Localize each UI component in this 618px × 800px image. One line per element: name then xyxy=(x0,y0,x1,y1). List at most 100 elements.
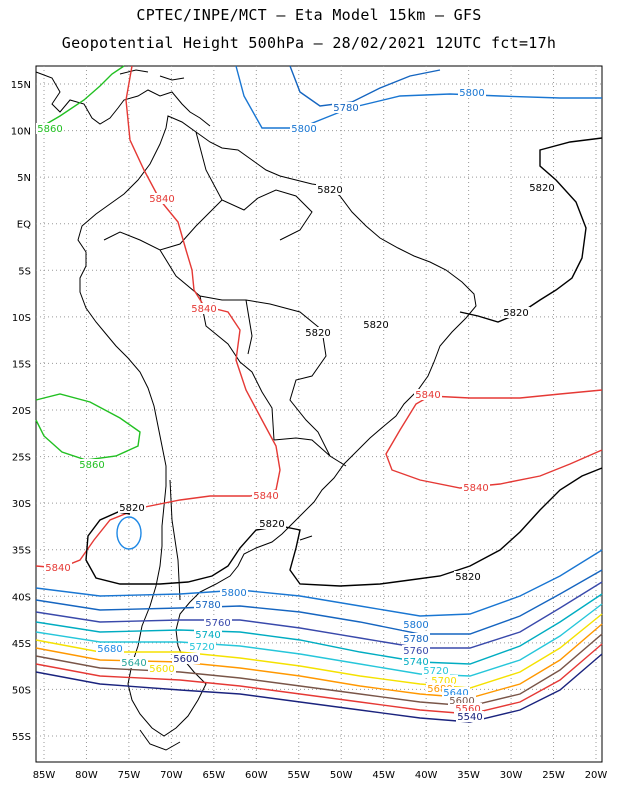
contour-5560 xyxy=(35,653,603,723)
contour-label: 5600 xyxy=(149,664,174,675)
contour-label: 5820 xyxy=(259,519,284,530)
contour-label: 5600 xyxy=(449,696,474,707)
contour-label-bg xyxy=(414,389,442,400)
contour-5740 xyxy=(35,593,603,665)
contour-label: 5840 xyxy=(415,390,440,401)
contour-5800-north xyxy=(235,65,602,129)
contour-label-bg xyxy=(332,102,360,113)
contour-label-bg xyxy=(148,663,176,674)
contour-label: 5820 xyxy=(305,328,330,339)
contour-label: 5800 xyxy=(291,124,316,135)
contour-label: 5560 xyxy=(455,704,480,715)
lat-tick-label: 30S xyxy=(12,499,31,510)
contour-label: 5840 xyxy=(149,194,174,205)
lon-tick-label: 65W xyxy=(203,770,226,781)
contour-label: 5720 xyxy=(423,666,448,677)
lat-tick-label: 40S xyxy=(12,592,31,603)
contour-label: 5820 xyxy=(455,572,480,583)
contour-label: 5800 xyxy=(459,88,484,99)
contour-label-bg xyxy=(194,629,222,640)
contour-label: 5760 xyxy=(403,646,428,657)
lon-tick-label: 30W xyxy=(500,770,523,781)
lat-tick-label: 5S xyxy=(18,266,31,277)
lat-tick-label: 20S xyxy=(12,406,31,417)
lat-tick-label: 35S xyxy=(12,546,31,557)
lon-tick-label: 25W xyxy=(542,770,565,781)
contour-label: 5800 xyxy=(221,588,246,599)
lat-tick-label: 15S xyxy=(12,359,31,370)
contour-label-bg xyxy=(442,687,470,698)
chart-title-line1: CPTEC/INPE/MCT – Eta Model 15km – GFS xyxy=(136,6,482,24)
contour-label-bg xyxy=(402,656,430,667)
islands-south xyxy=(139,535,313,751)
contour-label: 5780 xyxy=(403,634,428,645)
lat-tick-label: EQ xyxy=(17,220,31,231)
contour-closed-low xyxy=(116,516,142,550)
contour-label: 5820 xyxy=(503,308,528,319)
contour-5860-west xyxy=(35,393,141,461)
contour-label-bg xyxy=(316,184,344,195)
lon-tick-label: 70W xyxy=(160,770,183,781)
caribbean-islands xyxy=(119,69,185,81)
contour-label: 5680 xyxy=(427,684,452,695)
contour-label-bg xyxy=(528,182,556,193)
contour-label-bg xyxy=(78,459,106,470)
lat-tick-label: 15N xyxy=(11,80,31,91)
contour-label-bg xyxy=(194,599,222,610)
contour-label-bg xyxy=(454,703,482,714)
contour-5780 xyxy=(35,569,603,635)
contour-5760 xyxy=(35,581,603,649)
contour-label-bg xyxy=(426,683,454,694)
contour-label-bg xyxy=(402,633,430,644)
contour-5840-west xyxy=(35,65,281,569)
contour-5800 xyxy=(35,549,603,617)
contour-label-bg xyxy=(454,571,482,582)
contour-5860-north xyxy=(35,65,125,131)
contour-label-bg xyxy=(172,653,200,664)
contour-label: 5640 xyxy=(443,688,468,699)
contour-label-bg xyxy=(190,303,218,314)
contour-label: 5840 xyxy=(191,304,216,315)
contour-label: 5720 xyxy=(189,642,214,653)
contour-label: 5780 xyxy=(333,103,358,114)
contour-label-bg xyxy=(220,587,248,598)
contour-label-bg xyxy=(188,641,216,652)
contour-label: 5780 xyxy=(195,600,220,611)
chart-title-line2: Geopotential Height 500hPa – 28/02/2021 … xyxy=(61,34,557,52)
contour-5680 xyxy=(35,623,603,699)
lat-tick-label: 45S xyxy=(12,639,31,650)
contour-label-bg xyxy=(430,675,458,686)
contour-label-bg xyxy=(448,695,476,706)
contour-label-bg xyxy=(422,665,450,676)
contour-5600 xyxy=(35,643,603,715)
contour-label: 5840 xyxy=(253,491,278,502)
lon-tick-label: 45W xyxy=(372,770,395,781)
contour-label-bg xyxy=(204,617,232,628)
contour-label-bg xyxy=(252,490,280,501)
contour-label-bg xyxy=(502,307,530,318)
contour-label-bg xyxy=(44,562,72,573)
lon-tick-label: 50W xyxy=(330,770,353,781)
contour-label: 5540 xyxy=(457,712,482,723)
lat-tick-label: 55S xyxy=(12,732,31,743)
contour-label: 5820 xyxy=(529,183,554,194)
contour-label-bg xyxy=(304,327,332,338)
contour-label-bg xyxy=(290,123,318,134)
contour-label: 5700 xyxy=(431,676,456,687)
contour-label-bg xyxy=(36,123,64,134)
lon-tick-label: 75W xyxy=(118,770,141,781)
contour-label: 5680 xyxy=(97,644,122,655)
lat-tick-label: 5N xyxy=(17,173,31,184)
contour-5820-east xyxy=(459,137,603,323)
contour-label-bg xyxy=(258,518,286,529)
central-america-coast xyxy=(35,71,211,127)
contour-label-bg xyxy=(148,193,176,204)
contour-label: 5840 xyxy=(463,483,488,494)
contour-label-bg xyxy=(362,319,390,330)
contour-5700 xyxy=(35,613,603,689)
lon-tick-label: 55W xyxy=(287,770,310,781)
contour-label: 5820 xyxy=(317,185,342,196)
contour-label: 5740 xyxy=(403,657,428,668)
